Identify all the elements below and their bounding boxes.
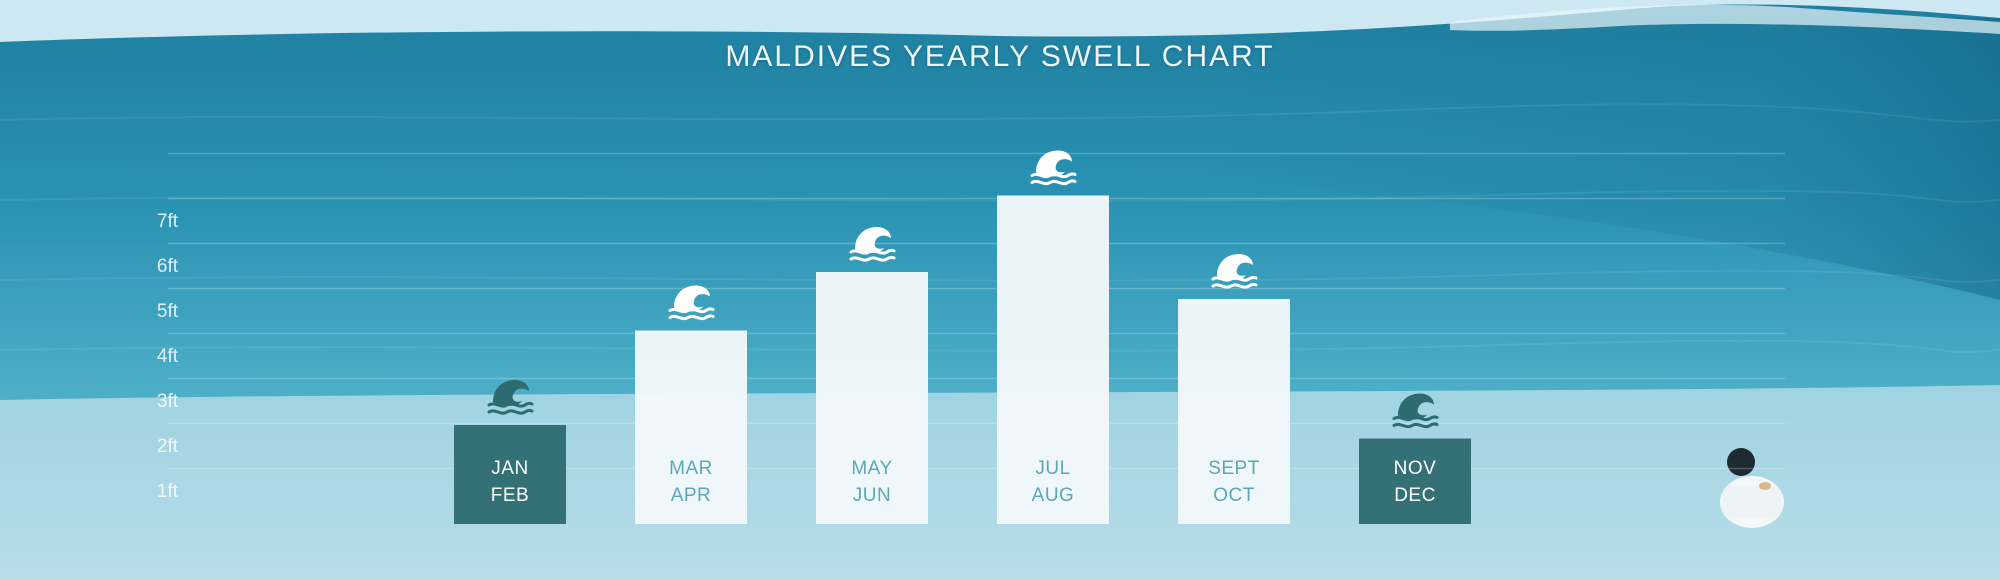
bar-category-label: SEPT xyxy=(1208,458,1260,479)
bar-category-label: AUG xyxy=(1032,485,1075,506)
bar-category-label: DEC xyxy=(1394,485,1436,506)
bar-category-label: OCT xyxy=(1213,485,1255,506)
bar-group: NOV DEC xyxy=(1359,393,1471,524)
bar-category-label: MAY xyxy=(851,458,892,479)
bar-group: JAN FEB xyxy=(454,380,566,524)
y-tick-label: 7ft xyxy=(157,211,179,232)
y-tick-label: 5ft xyxy=(157,301,179,322)
bar xyxy=(816,272,928,524)
bar-group: MAY JUN xyxy=(816,227,928,524)
bar-category-label: JUL xyxy=(1035,458,1070,479)
wave-icon xyxy=(1030,150,1077,186)
bars: JAN FEB MAR APR MAY JUN JUL AUG SEPT OCT NOV DEC xyxy=(454,150,1471,524)
wave-icon xyxy=(487,380,534,415)
bar xyxy=(1359,438,1471,524)
bar-category-label: NOV xyxy=(1394,458,1437,479)
wave-icon xyxy=(1392,393,1439,429)
bar-group: MAR APR xyxy=(635,285,747,524)
bar-category-label: MAR xyxy=(669,458,713,479)
bar xyxy=(454,425,566,524)
bar xyxy=(997,195,1109,524)
wave-icon xyxy=(1211,254,1258,289)
y-tick-label: 3ft xyxy=(157,391,179,412)
wave-icon xyxy=(668,285,715,321)
chart-title: MALDIVES YEARLY SWELL CHART xyxy=(725,40,1275,73)
y-tick-label: 1ft xyxy=(157,481,179,502)
y-tick-label: 2ft xyxy=(157,436,179,457)
bar-group: JUL AUG xyxy=(997,150,1109,524)
bar xyxy=(1178,299,1290,524)
bar-group: SEPT OCT xyxy=(1178,254,1290,524)
y-tick-label: 4ft xyxy=(157,346,179,367)
bar-category-label: JAN xyxy=(491,458,528,479)
y-axis-tick-labels: 1ft 2ft 3ft 4ft 5ft 6ft 7ft xyxy=(157,211,179,502)
wave-icon xyxy=(849,227,896,262)
surfer-figure xyxy=(1720,448,1784,528)
bar-category-label: JUN xyxy=(853,485,891,506)
bar xyxy=(635,330,747,524)
bar-category-label: FEB xyxy=(491,485,529,506)
y-tick-label: 6ft xyxy=(157,256,179,277)
bar-category-label: APR xyxy=(671,485,712,506)
grid-lines xyxy=(168,152,1785,470)
